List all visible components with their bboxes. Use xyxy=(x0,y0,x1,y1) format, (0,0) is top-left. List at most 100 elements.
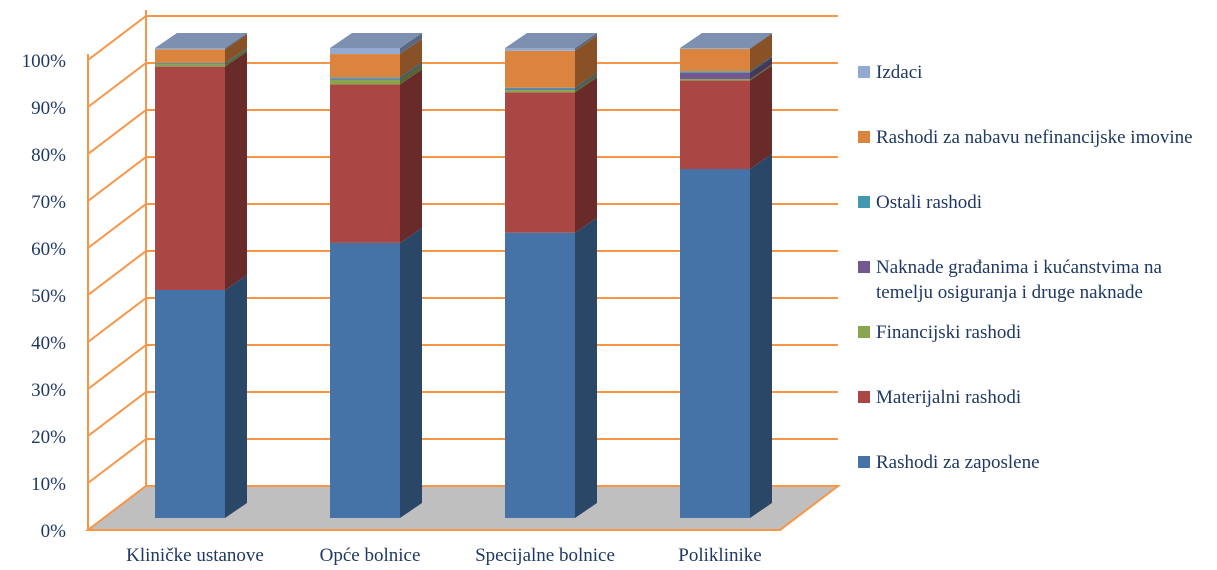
bar-front xyxy=(330,78,400,80)
y-tick-label: 10% xyxy=(31,474,66,495)
bar-side xyxy=(750,33,772,72)
bar-segment xyxy=(505,75,597,93)
legend-item: Izdaci xyxy=(858,60,1217,85)
side-gridline xyxy=(87,344,147,390)
bar-segment xyxy=(330,69,422,243)
bar-side xyxy=(575,72,597,90)
bar-segment xyxy=(330,63,422,80)
bar-segment xyxy=(680,56,772,73)
bar-segment xyxy=(330,39,422,78)
bar-side xyxy=(225,51,247,290)
legend-swatch xyxy=(858,391,870,403)
legend: Izdaci Rashodi za nabavu nefinancijske im… xyxy=(858,0,1217,570)
bar-front xyxy=(330,242,400,518)
bar-top xyxy=(505,33,597,48)
category-label: Specijalne bolnice xyxy=(475,545,615,566)
bar-front xyxy=(330,54,400,78)
bar-front xyxy=(505,89,575,91)
bar-segment xyxy=(680,65,772,169)
bar-side xyxy=(750,153,772,518)
bar-front xyxy=(680,72,750,80)
bar-side xyxy=(225,34,247,63)
bar-front xyxy=(155,62,225,64)
legend-label: Ostali rashodi xyxy=(876,192,983,213)
bar-side xyxy=(225,48,247,65)
legend-label: Materijalni rashodi xyxy=(876,387,1022,408)
y-tick-label: 80% xyxy=(31,145,66,166)
bar-front xyxy=(680,48,750,72)
legend-label: Rashodi za zaposlene xyxy=(876,452,1040,473)
bar-side xyxy=(575,74,597,91)
x-axis-category-labels: Kliničke ustanove Opće bolnice Specijalne … xyxy=(126,545,762,566)
bar-front xyxy=(330,77,400,79)
legend-swatch xyxy=(858,131,870,143)
bar-front xyxy=(680,48,750,49)
bar-side xyxy=(400,69,422,243)
bar-side xyxy=(225,47,247,64)
side-gridline xyxy=(87,109,147,155)
y-tick-label: 0% xyxy=(41,521,67,542)
side-gridline xyxy=(87,438,147,484)
bar-front xyxy=(155,289,225,518)
legend-swatch xyxy=(858,66,870,78)
bar-side xyxy=(225,33,247,50)
legend-label: Naknade građanima i kućanstvima na temel… xyxy=(876,257,1162,303)
legend-item: Materijalni rashodi xyxy=(858,385,1217,410)
y-tick-label: 40% xyxy=(31,333,66,354)
bar-side xyxy=(400,63,422,80)
legend-label: Financijski rashodi xyxy=(876,322,1022,343)
bar-side xyxy=(750,65,772,169)
category-label: Kliničke ustanove xyxy=(126,545,264,566)
bar-segment xyxy=(680,57,772,80)
y-tick-label: 100% xyxy=(22,51,67,72)
y-axis-tick-labels: 0% 10% 20% 30% 40% 50% 60% 70% 80% 90% 100% xyxy=(22,51,67,542)
bar-segment xyxy=(680,33,772,49)
bar-front xyxy=(680,80,750,169)
bar-front xyxy=(330,84,400,243)
bar-side xyxy=(750,64,772,81)
bar-front xyxy=(505,48,575,51)
side-gridline xyxy=(87,156,147,202)
bar-side xyxy=(750,56,772,73)
y-tick-label: 30% xyxy=(31,380,66,401)
bar-segment xyxy=(155,274,247,518)
bar-segment xyxy=(330,33,422,55)
bar-front xyxy=(505,87,575,90)
bar-front xyxy=(505,90,575,93)
legend-item: Ostali rashodi xyxy=(858,190,1217,215)
bar-side xyxy=(575,33,597,51)
legend-item: Rashodi za zaposlene xyxy=(858,450,1217,475)
y-tick-label: 20% xyxy=(31,427,66,448)
bar-front xyxy=(330,48,400,55)
legend-swatch xyxy=(858,326,870,338)
bar-top xyxy=(155,33,247,48)
y-tick-label: 60% xyxy=(31,239,66,260)
y-tick-label: 50% xyxy=(31,286,66,307)
bars xyxy=(155,33,772,518)
bar-side xyxy=(400,33,422,55)
bar-segment xyxy=(505,33,597,51)
side-gridline xyxy=(87,62,147,108)
bar-side xyxy=(225,49,247,67)
legend-item: Naknade građanima i kućanstvima na temel… xyxy=(858,255,1217,305)
bar-front xyxy=(680,71,750,73)
bar-segment xyxy=(505,77,597,233)
bar-segment xyxy=(155,48,247,65)
bar-segment xyxy=(505,74,597,91)
bar-front xyxy=(505,50,575,88)
bar-side xyxy=(400,62,422,79)
legend-item: Financijski rashodi xyxy=(858,320,1217,345)
bar-side xyxy=(750,57,772,80)
bar-front xyxy=(680,79,750,81)
bar-side xyxy=(575,217,597,518)
bar-side xyxy=(750,33,772,49)
bar-segment xyxy=(680,64,772,81)
y-tick-label: 70% xyxy=(31,192,66,213)
legend-label: Izdaci xyxy=(876,62,923,83)
side-gridline xyxy=(87,297,147,343)
bar-segment xyxy=(155,34,247,63)
bar-front xyxy=(155,49,225,63)
bar-segment xyxy=(330,227,422,518)
bar-side xyxy=(225,274,247,518)
